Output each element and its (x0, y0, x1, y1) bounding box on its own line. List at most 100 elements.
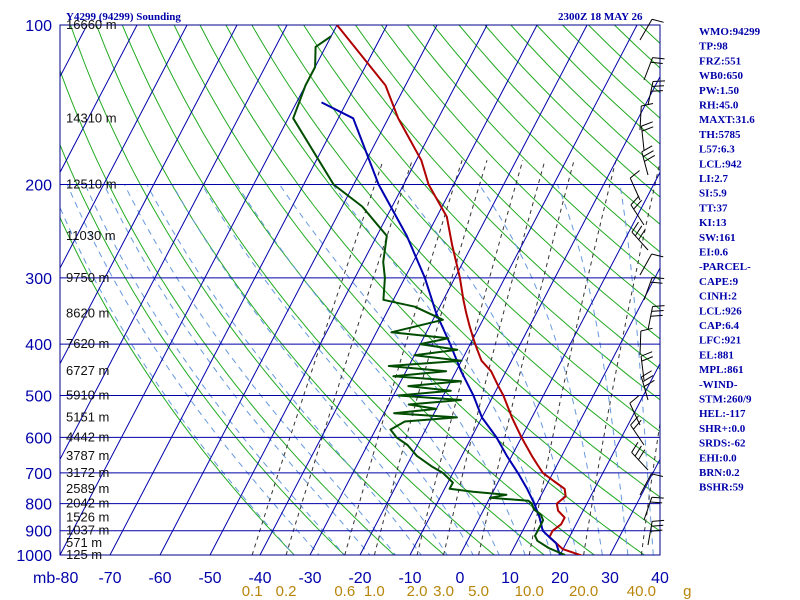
height-label: 1526 m (66, 510, 109, 525)
dry-adiabat (60, 143, 346, 555)
temperature-tick-label: -30 (298, 570, 321, 587)
dry-adiabat (510, 25, 660, 171)
isotherm (60, 25, 138, 174)
isotherm (60, 25, 238, 365)
isotherm (259, 25, 538, 555)
isotherm (109, 25, 388, 555)
index-line: MAXT:31.6 (699, 114, 755, 126)
moist-adiabat (123, 184, 397, 555)
index-line: SRDS:-62 (699, 438, 746, 450)
moist-adiabat (103, 184, 371, 555)
index-line: SHR+:0.0 (699, 423, 746, 435)
index-line: MPL:861 (699, 364, 744, 376)
temperature-tick-label: mb-80 (33, 570, 78, 587)
pressure-tick-label: 100 (25, 18, 52, 35)
profile-line-1 (336, 25, 583, 555)
wind-barb (630, 415, 645, 446)
mixing-ratio-label: 0.1 (242, 583, 263, 600)
temperature-tick-label: 40 (651, 570, 669, 587)
moist-adiabat (557, 184, 629, 555)
dry-adiabat (147, 25, 596, 555)
temperature-tick-label: 30 (601, 570, 619, 587)
isotherm (359, 25, 638, 555)
dry-adiabat (536, 25, 660, 145)
moist-adiabat (478, 184, 603, 555)
index-line: CINH:2 (699, 291, 737, 303)
temperature-tick-label: -20 (348, 570, 371, 587)
moist-adiabat (66, 184, 320, 555)
index-line: RH:45.0 (699, 100, 739, 112)
pressure-tick-label: 400 (25, 337, 52, 354)
index-line: L57:6.3 (699, 144, 735, 156)
index-line: LI:2.7 (699, 173, 729, 185)
index-line: TH:5785 (699, 129, 741, 141)
index-line: WB0:650 (699, 70, 744, 82)
temperature-tick-label: -10 (398, 570, 421, 587)
index-line: TT:37 (699, 202, 728, 214)
isotherm (609, 458, 660, 555)
dry-adiabat (70, 25, 446, 555)
index-line: PW:1.50 (699, 85, 740, 97)
profile-line-2 (321, 101, 570, 555)
dry-adiabat (95, 25, 496, 555)
mixing-ratio-line (251, 160, 384, 555)
index-line: LFC:921 (699, 335, 741, 347)
pressure-tick-label: 800 (25, 497, 52, 514)
height-label: 7620 m (66, 336, 109, 351)
index-line: LCL:942 (699, 158, 742, 170)
mixing-ratio-line (416, 160, 524, 555)
pressure-tick-label: 1000 (16, 548, 52, 565)
wind-barb (643, 496, 664, 521)
mixing-ratio-line (583, 160, 660, 555)
height-label: 12510 m (66, 177, 117, 192)
height-label: 11030 m (66, 228, 116, 243)
height-label: 14310 m (66, 110, 117, 125)
index-line: TP:98 (699, 41, 728, 53)
mixing-ratio-label: 3.0 (433, 583, 454, 600)
height-label: 9750 m (66, 270, 109, 285)
pressure-axis: 100 200 300 400 500 600 700 800 900 1000 (16, 18, 52, 565)
dry-adiabat (173, 25, 646, 555)
mixing-ratio-line (344, 160, 463, 555)
dry-adiabat (458, 25, 660, 225)
temperature-axis: mb-80 -70 -60 -50 -40 -30 -20 -10 0 10 20 30 40 (33, 570, 669, 587)
temperature-tick-label: 20 (551, 570, 569, 587)
mixing-ratio-label: 20.0 (569, 583, 598, 600)
wind-barb (640, 121, 654, 151)
temperature-tick-label: -40 (248, 570, 271, 587)
moist-adiabat (619, 184, 654, 555)
height-label: 1037 m (66, 523, 109, 538)
mixing-ratio-line (528, 160, 617, 555)
index-line: -PARCEL- (699, 261, 751, 273)
index-line: -WIND- (699, 379, 738, 391)
pressure-tick-label: 700 (25, 466, 52, 483)
dry-adiabat (303, 25, 660, 401)
index-line: SI:5.9 (699, 188, 727, 200)
mixing-ratio-label: 5.0 (468, 583, 489, 600)
dry-adiabat (225, 25, 660, 498)
profiles (292, 25, 583, 555)
indices-panel: WMO:94299 TP:98 FRZ:551 WB0:650 PW:1.50 RH:45… (699, 26, 761, 494)
profile-line-3 (292, 35, 566, 555)
wind-barb (639, 327, 653, 356)
mixing-ratio-line (478, 160, 575, 555)
wind-barb (643, 57, 665, 81)
dry-adiabat (329, 25, 660, 370)
plot-frame (59, 24, 661, 556)
isotherm (509, 266, 660, 555)
index-line: EHI:0.0 (699, 452, 737, 464)
index-line: WMO:94299 (699, 26, 761, 38)
dry-adiabat (432, 25, 660, 253)
temperature-tick-label: 0 (456, 570, 465, 587)
moist-adiabat (146, 184, 422, 555)
mixing-ratio-label: 2.0 (407, 583, 428, 600)
index-line: SW:161 (699, 232, 736, 244)
index-line: BRN:0.2 (699, 467, 740, 479)
dry-adiabat (406, 25, 660, 281)
height-labels: 16660 m 14310 m 12510 m 11030 m 9750 m 8620 m… (66, 17, 117, 562)
index-line: EI:0.6 (699, 247, 729, 259)
wind-barb (631, 442, 649, 471)
isotherm (60, 25, 288, 461)
dry-adiabat (251, 25, 660, 465)
temperature-tick-label: -60 (148, 570, 171, 587)
